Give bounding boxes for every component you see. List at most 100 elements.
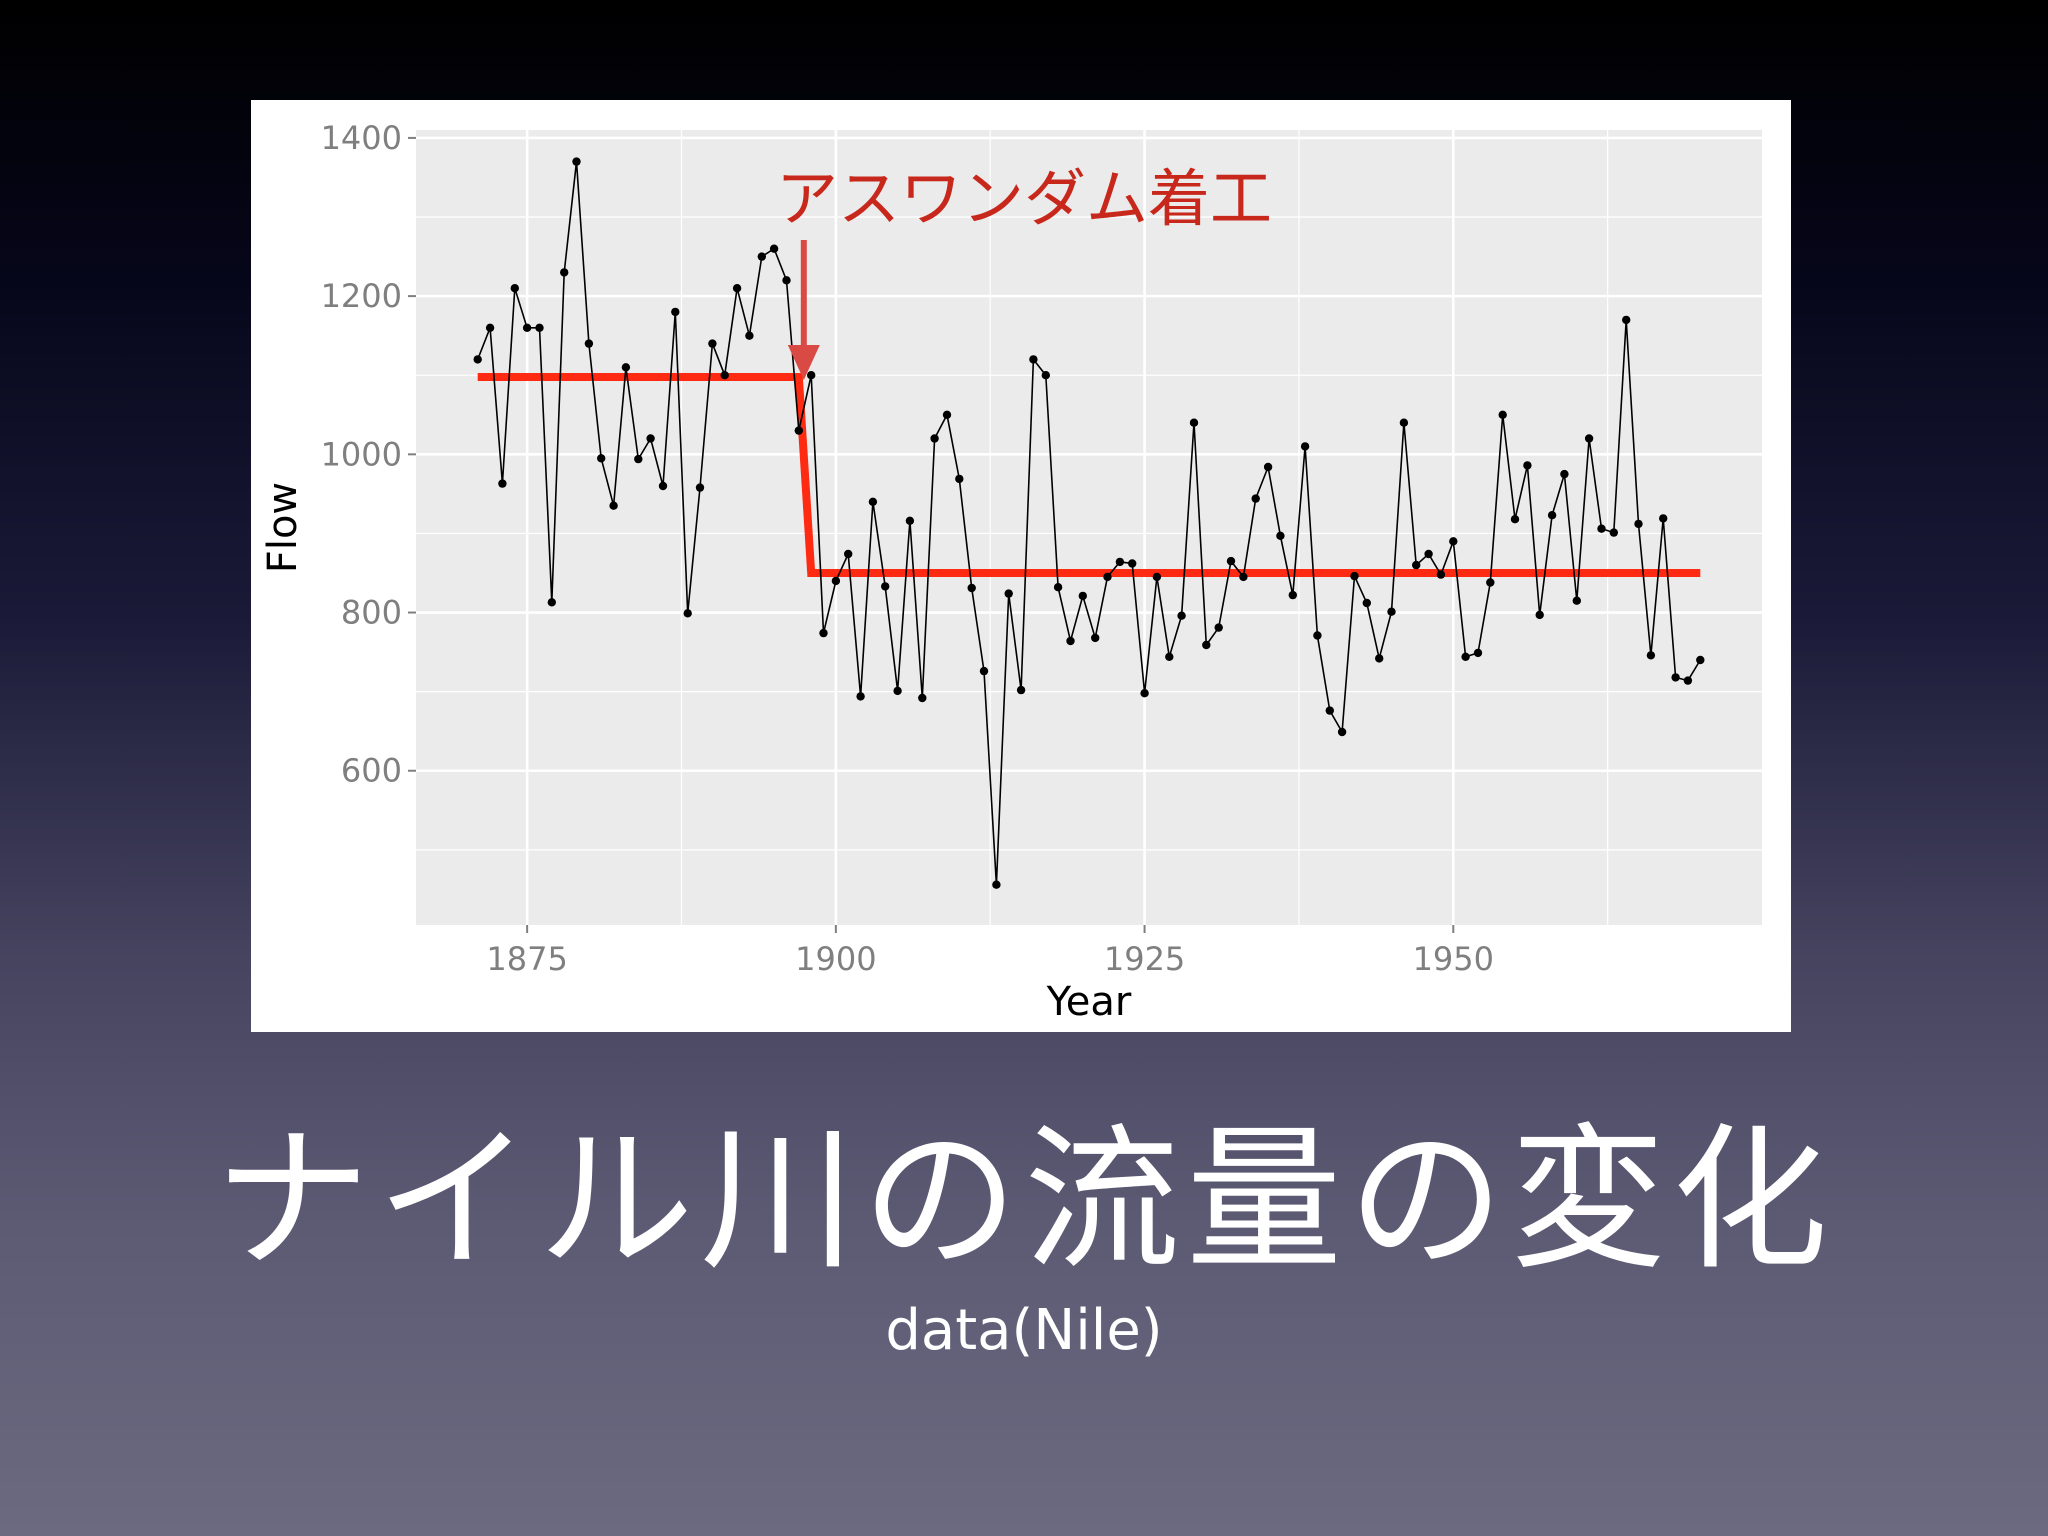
plot-panel <box>416 130 1762 925</box>
data-point <box>1029 355 1038 364</box>
slide-subtitle: data(Nile) <box>885 1298 1163 1363</box>
flow-series <box>473 157 1705 889</box>
data-point <box>473 355 482 364</box>
data-point <box>510 284 519 293</box>
data-point <box>955 474 964 484</box>
data-point <box>1276 531 1285 540</box>
data-point <box>1671 673 1680 682</box>
data-point <box>522 323 532 332</box>
axes: 1875 1900 1925 1950 600 800 1000 1200 1400 Year Fl… <box>260 119 1494 1025</box>
data-point <box>992 880 1001 889</box>
data-point <box>1683 676 1693 685</box>
data-point <box>1288 590 1298 600</box>
data-point <box>1634 519 1643 529</box>
data-point <box>745 331 754 340</box>
data-point <box>1424 549 1433 559</box>
data-point <box>831 576 841 586</box>
data-point <box>708 339 717 348</box>
y-tick-label: 1200 <box>321 277 402 315</box>
y-axis-title: Flow <box>260 482 306 573</box>
data-point <box>1646 651 1656 660</box>
data-point <box>1362 598 1372 608</box>
data-point <box>720 371 729 380</box>
data-point <box>695 483 705 492</box>
data-point <box>1412 560 1421 570</box>
data-point <box>1078 591 1087 601</box>
data-point <box>1189 418 1199 427</box>
data-point <box>856 692 865 701</box>
data-point <box>683 609 692 618</box>
data-point <box>1560 469 1569 479</box>
data-point <box>1473 648 1483 658</box>
y-tick-label: 1000 <box>321 435 402 473</box>
data-point <box>1140 689 1149 698</box>
data-point <box>560 268 569 277</box>
data-point <box>621 363 631 372</box>
data-point <box>1350 571 1359 581</box>
y-tick-label: 600 <box>341 752 402 790</box>
fit-line-group <box>477 373 1701 577</box>
data-point <box>979 666 989 676</box>
data-point <box>967 583 976 593</box>
data-point <box>584 339 594 348</box>
data-point <box>485 323 495 332</box>
nile-flow-chart: 1875 1900 1925 1950 600 800 1000 1200 1400 Year Fl… <box>260 119 1762 1025</box>
data-point <box>819 628 828 638</box>
data-point <box>893 686 902 696</box>
annotation-arrow-head <box>787 345 820 380</box>
data-point <box>547 598 556 607</box>
data-point <box>1325 706 1335 715</box>
data-point <box>1337 727 1347 737</box>
data-point <box>1486 578 1495 587</box>
data-point <box>1239 572 1248 582</box>
data-point <box>1214 623 1223 632</box>
data-point <box>1535 610 1544 620</box>
x-axis-title: Year <box>1046 979 1132 1025</box>
data-point <box>535 323 544 332</box>
chart-card: 1875 1900 1925 1950 600 800 1000 1200 1400 Year Fl… <box>251 100 1791 1032</box>
data-point <box>1498 410 1507 419</box>
data-point <box>1523 461 1532 470</box>
data-point <box>942 410 952 419</box>
data-point <box>1115 557 1125 567</box>
data-point <box>782 276 791 285</box>
y-tick-label: 800 <box>341 594 402 632</box>
data-point <box>1399 418 1409 427</box>
data-point <box>1375 654 1384 663</box>
data-point <box>1547 511 1557 520</box>
data-point <box>1165 652 1174 661</box>
y-tick-label: 1400 <box>321 119 402 157</box>
data-point <box>1251 494 1260 503</box>
data-point <box>1584 434 1594 443</box>
data-point <box>1177 611 1186 620</box>
data-point <box>1128 559 1137 568</box>
data-point <box>1226 556 1236 566</box>
data-point <box>794 426 803 435</box>
data-point <box>1103 572 1112 582</box>
series-line <box>476 161 1701 885</box>
data-point <box>498 479 507 488</box>
data-point <box>1436 570 1446 579</box>
data-point <box>769 244 779 253</box>
data-point <box>1066 636 1075 646</box>
x-tick-label: 1950 <box>1413 940 1494 978</box>
data-point <box>1053 583 1063 592</box>
data-point <box>572 157 581 166</box>
data-point <box>1659 514 1668 523</box>
data-point <box>1597 524 1606 533</box>
data-point <box>1696 655 1705 665</box>
data-point <box>609 501 618 510</box>
data-point <box>1313 631 1322 640</box>
data-point <box>1572 596 1582 605</box>
data-point <box>757 252 766 261</box>
data-point <box>1041 371 1050 380</box>
data-point <box>1202 640 1211 650</box>
data-point <box>1263 462 1273 472</box>
x-tick-label: 1925 <box>1104 940 1185 978</box>
data-point <box>1387 607 1396 616</box>
data-point <box>918 693 927 703</box>
data-point <box>1461 652 1470 661</box>
data-point <box>658 481 668 491</box>
data-point <box>1091 633 1100 643</box>
data-point <box>868 497 878 506</box>
